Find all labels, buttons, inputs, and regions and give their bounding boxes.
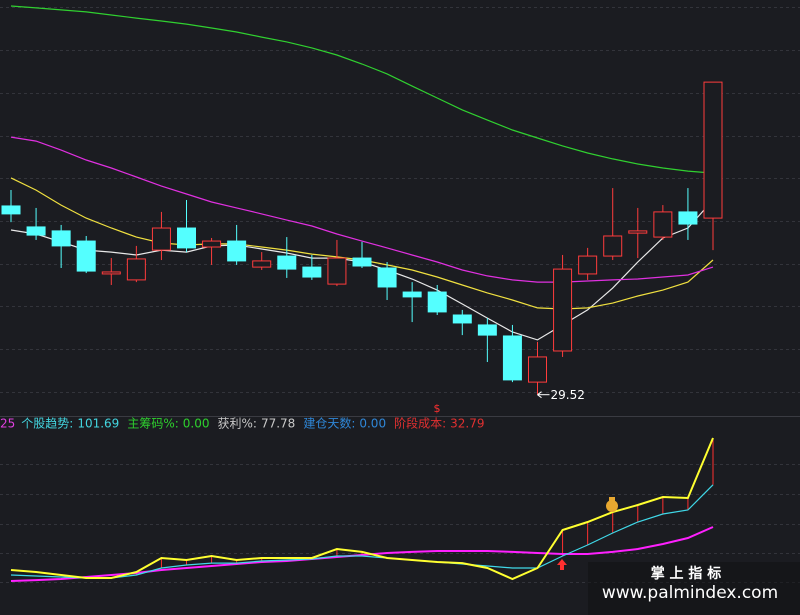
watermark-title: 掌 上 指 标 bbox=[651, 565, 722, 582]
legend-name: 建仓天数: bbox=[303, 416, 355, 431]
candle-body bbox=[227, 240, 247, 262]
candle-body bbox=[126, 258, 146, 281]
legend-value: 32.79 bbox=[450, 417, 484, 431]
legend-value: 0.00 bbox=[183, 417, 210, 431]
candle-body bbox=[177, 227, 196, 249]
candle-body bbox=[427, 291, 447, 313]
indicator-line bbox=[10, 437, 714, 581]
candle-body bbox=[377, 267, 397, 288]
legend-name: 个股趋势: bbox=[21, 417, 73, 431]
candle-body bbox=[578, 255, 598, 275]
candle-body bbox=[352, 257, 372, 267]
candle-body bbox=[101, 271, 121, 275]
candle-body bbox=[26, 226, 46, 236]
candle-body bbox=[1, 205, 21, 215]
legend-value: 0.00 bbox=[359, 417, 386, 431]
legend-name: 阶段成本: bbox=[394, 416, 446, 431]
money-bag-icon bbox=[606, 497, 618, 512]
candle-body bbox=[51, 230, 71, 247]
candle-body bbox=[402, 291, 422, 298]
legend-value: 77.78 bbox=[261, 417, 295, 431]
candle-body bbox=[302, 266, 322, 278]
watermark-url: www.palmindex.com bbox=[602, 583, 778, 603]
candle-body bbox=[528, 356, 547, 383]
candle-body bbox=[678, 211, 698, 225]
candle-body bbox=[277, 255, 297, 270]
candle-body bbox=[628, 230, 648, 234]
candle-body bbox=[553, 268, 573, 352]
ma-line bbox=[10, 5, 714, 174]
low-annotation: 29.52 bbox=[551, 388, 585, 402]
indicator-line bbox=[10, 484, 714, 579]
candle-body bbox=[327, 257, 347, 285]
candle-body bbox=[452, 314, 472, 324]
legend-lead: 25 bbox=[0, 417, 15, 431]
watermark-box bbox=[588, 562, 800, 615]
candle-body bbox=[76, 240, 96, 272]
candle-body bbox=[603, 235, 623, 257]
legend-name: 获利%: bbox=[218, 417, 257, 431]
candle-body bbox=[653, 211, 673, 238]
candle-body bbox=[202, 240, 222, 248]
legend-value: 101.69 bbox=[77, 417, 119, 431]
candle-body bbox=[477, 324, 497, 336]
candle-body bbox=[252, 260, 272, 268]
signal-mark: $ bbox=[434, 402, 441, 415]
ma-line bbox=[10, 136, 714, 283]
candle-body bbox=[151, 227, 171, 251]
legend-name: 主筹码%: bbox=[127, 417, 178, 431]
candle-body bbox=[703, 81, 723, 219]
buy-arrow bbox=[557, 559, 567, 570]
annotation-arrowhead bbox=[537, 391, 542, 399]
candle-body bbox=[502, 335, 522, 381]
